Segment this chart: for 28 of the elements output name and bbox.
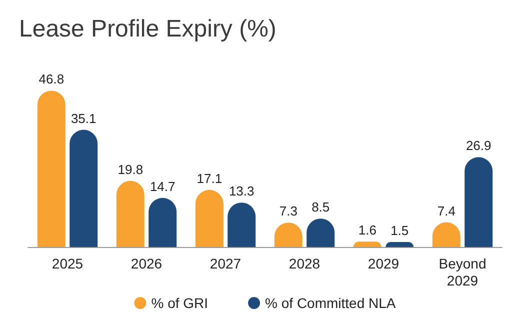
bar	[464, 157, 493, 247]
data-label: 17.1	[196, 170, 222, 186]
chart-title: Lease Profile Expiry (%)	[19, 16, 276, 42]
x-tick-label: 2025	[52, 256, 84, 272]
data-label: 13.3	[228, 184, 254, 199]
bar	[116, 180, 144, 247]
data-label: 1.5	[390, 222, 409, 238]
legend-label: % of Committed NLA	[265, 295, 396, 311]
data-label: 35.1	[70, 110, 96, 126]
data-label: 19.8	[118, 162, 144, 177]
bar	[148, 198, 177, 247]
x-tick-label: 2028	[288, 256, 320, 272]
data-label: 7.3	[279, 204, 298, 219]
x-tick-label: Beyond 2029	[438, 256, 486, 288]
x-tick-label: 2027	[210, 256, 242, 272]
bar	[228, 202, 256, 247]
data-label: 8.5	[312, 200, 330, 215]
x-tick-label: 2026	[130, 256, 162, 272]
data-label: 26.9	[466, 138, 492, 154]
data-label: 14.7	[150, 178, 176, 194]
data-label: 7.4	[437, 203, 456, 218]
data-label: 1.6	[358, 222, 376, 238]
bar	[70, 130, 98, 247]
bar	[195, 190, 224, 247]
data-label: 46.8	[38, 72, 64, 87]
bar	[37, 90, 66, 247]
legend-label: % of GRI	[151, 295, 208, 311]
x-tick-label: 2029	[368, 256, 400, 272]
